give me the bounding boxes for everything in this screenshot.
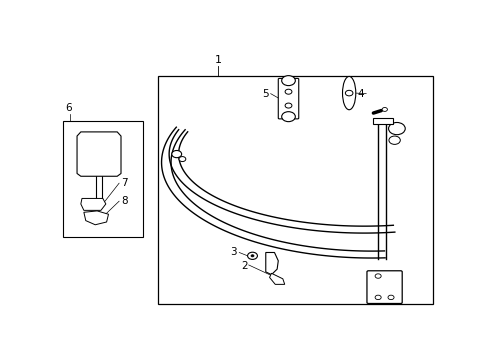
- Circle shape: [381, 108, 386, 111]
- FancyBboxPatch shape: [366, 271, 401, 303]
- Text: 7: 7: [121, 178, 127, 188]
- Circle shape: [100, 216, 105, 220]
- Polygon shape: [77, 132, 121, 176]
- Circle shape: [374, 274, 380, 278]
- Text: 1: 1: [214, 55, 222, 66]
- Ellipse shape: [342, 76, 355, 110]
- Circle shape: [285, 89, 291, 94]
- Circle shape: [247, 252, 257, 260]
- Polygon shape: [265, 252, 278, 275]
- Text: 5: 5: [262, 89, 268, 99]
- Text: 8: 8: [121, 196, 127, 206]
- Circle shape: [388, 136, 400, 144]
- Circle shape: [281, 112, 295, 122]
- Circle shape: [387, 295, 393, 300]
- Polygon shape: [84, 211, 108, 225]
- Circle shape: [171, 150, 181, 158]
- Circle shape: [374, 295, 380, 300]
- Bar: [63, 121, 142, 237]
- Circle shape: [179, 157, 185, 162]
- Polygon shape: [269, 273, 284, 284]
- FancyBboxPatch shape: [278, 78, 298, 119]
- Bar: [158, 76, 432, 304]
- Circle shape: [281, 76, 295, 86]
- Circle shape: [388, 122, 405, 135]
- Circle shape: [345, 90, 352, 96]
- Text: 6: 6: [65, 103, 72, 113]
- Polygon shape: [81, 198, 105, 210]
- Text: 3: 3: [230, 247, 236, 257]
- Circle shape: [285, 103, 291, 108]
- Text: 4: 4: [357, 89, 364, 99]
- Text: 2: 2: [241, 261, 248, 271]
- Circle shape: [250, 255, 253, 257]
- Bar: [372, 118, 392, 124]
